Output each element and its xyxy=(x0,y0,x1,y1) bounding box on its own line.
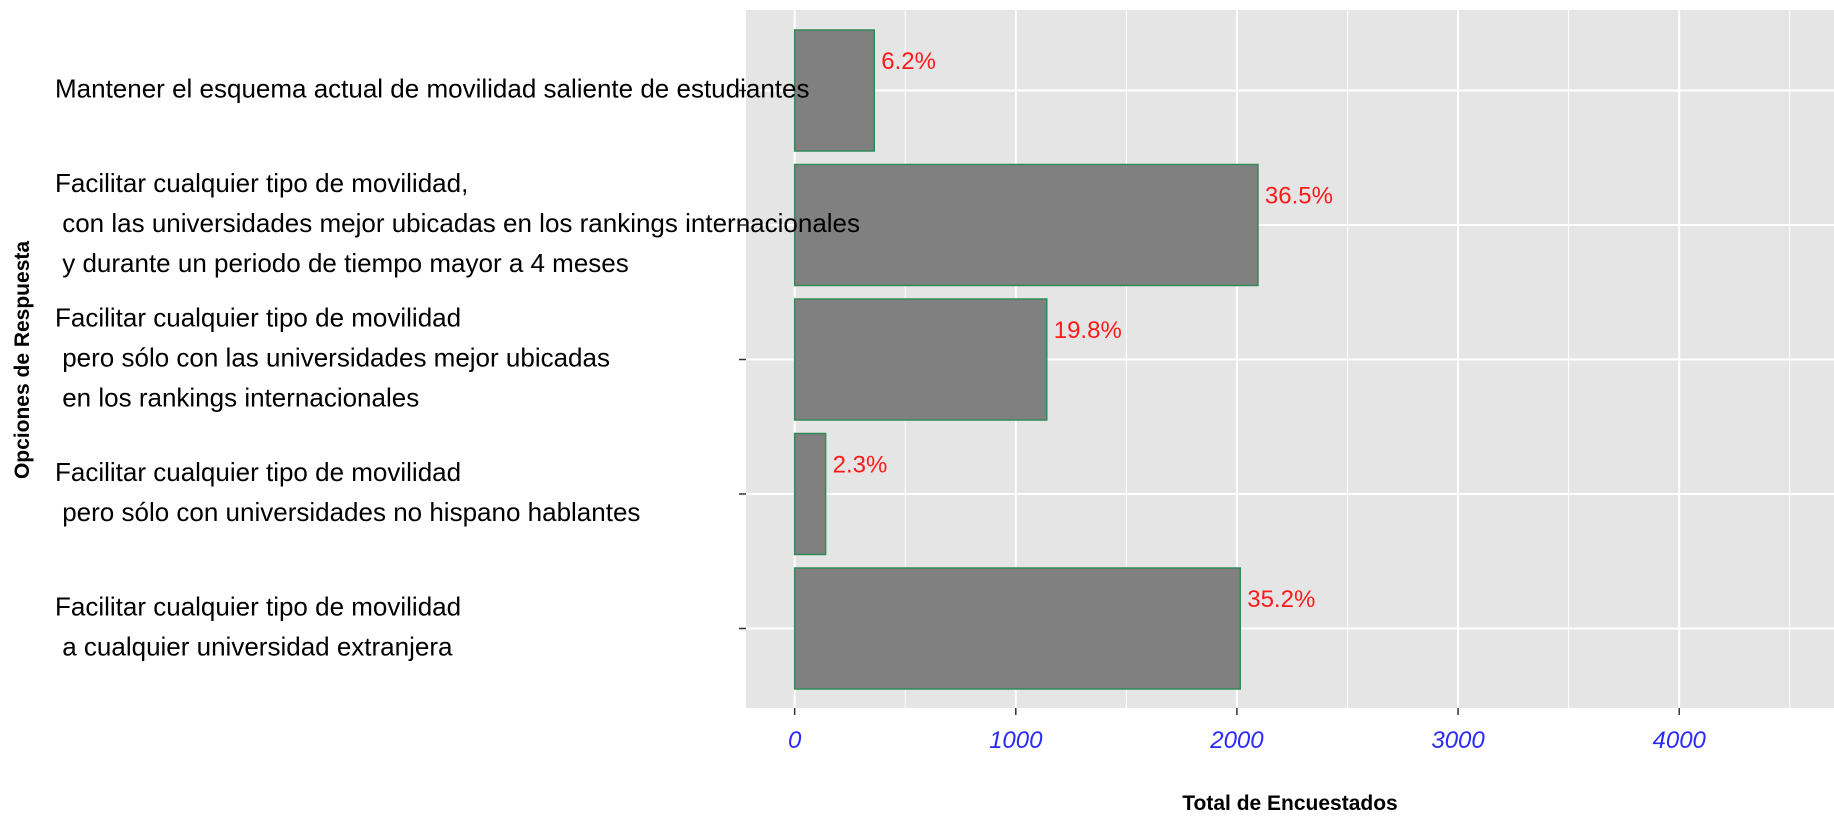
category-labels: Mantener el esquema actual de movilidad … xyxy=(55,73,860,661)
category-label-line: a cualquier universidad extranjera xyxy=(55,631,453,661)
category-label: Facilitar cualquier tipo de movilidad, c… xyxy=(55,168,860,278)
category-label: Facilitar cualquier tipo de movilidad pe… xyxy=(55,457,640,527)
x-tick-label: 4000 xyxy=(1653,727,1707,754)
category-label: Mantener el esquema actual de movilidad … xyxy=(55,73,809,103)
y-axis-title: Opciones de Respuesta xyxy=(11,241,34,479)
x-tick-label: 3000 xyxy=(1431,727,1485,754)
bar xyxy=(793,567,1241,690)
category-label: Facilitar cualquier tipo de movilidad pe… xyxy=(55,302,610,412)
category-label-line: Facilitar cualquier tipo de movilidad xyxy=(55,457,461,487)
data-label: 35.2% xyxy=(1247,586,1315,613)
data-label: 19.8% xyxy=(1054,317,1122,344)
category-label-line: Facilitar cualquier tipo de movilidad, xyxy=(55,168,468,198)
bar xyxy=(793,163,1259,287)
grid-major xyxy=(746,10,1834,708)
category-label-line: y durante un periodo de tiempo mayor a 4… xyxy=(55,248,629,278)
data-labels: 6.2% 36.5% 19.8% 2.3% 35.2% xyxy=(833,48,1333,613)
bar xyxy=(793,432,827,556)
bar xyxy=(793,29,876,152)
y-axis-ticks xyxy=(739,89,746,630)
data-label: 2.3% xyxy=(833,451,888,478)
x-tick-label: 2000 xyxy=(1209,727,1264,754)
x-tick-label: 0 xyxy=(788,727,802,754)
x-tick-label: 1000 xyxy=(989,727,1043,754)
data-label: 36.5% xyxy=(1265,182,1333,209)
category-label-line: Mantener el esquema actual de movilidad … xyxy=(55,73,809,103)
bar xyxy=(793,298,1048,421)
category-label-line: pero sólo con las universidades mejor ub… xyxy=(55,342,610,372)
data-label: 6.2% xyxy=(881,48,936,75)
category-label-line: en los rankings internacionales xyxy=(55,382,419,412)
category-label: Facilitar cualquier tipo de movilidad a … xyxy=(55,591,461,661)
category-label-line: Facilitar cualquier tipo de movilidad xyxy=(55,302,461,332)
category-label-line: con las universidades mejor ubicadas en … xyxy=(55,208,860,238)
x-axis-title: Total de Encuestados xyxy=(1182,792,1398,815)
bars xyxy=(793,29,1259,690)
category-label-line: Facilitar cualquier tipo de movilidad xyxy=(55,591,461,621)
x-axis-ticks: 0 1000 2000 3000 4000 xyxy=(788,708,1707,754)
category-label-line: pero sólo con universidades no hispano h… xyxy=(55,497,640,527)
